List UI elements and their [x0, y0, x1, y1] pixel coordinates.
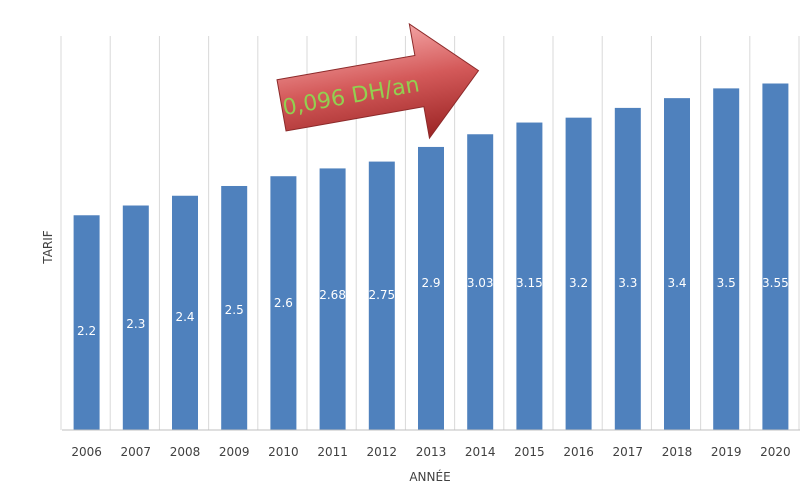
- bar-label-2017: 3.3: [618, 276, 637, 290]
- bar-2015: [516, 122, 543, 431]
- bar-label-2015: 3.15: [516, 276, 543, 290]
- bar-label-2018: 3.4: [667, 276, 686, 290]
- x-tick-2010: 2010: [268, 445, 299, 459]
- bars: [73, 83, 789, 431]
- x-tick-2018: 2018: [662, 445, 693, 459]
- bar-value-labels: 2.2 2.3 2.4 2.5 2.6 2.68 2.75 2.9 3.03 3.15 3.2 3.3…: [77, 276, 789, 338]
- bar-label-2014: 3.03: [467, 276, 494, 290]
- x-tick-2011: 2011: [317, 445, 348, 459]
- x-tick-2007: 2007: [121, 445, 152, 459]
- bar-label-2013: 2.9: [421, 276, 440, 290]
- bar-2009: [221, 185, 248, 430]
- x-tick-2012: 2012: [367, 445, 398, 459]
- x-tick-2008: 2008: [170, 445, 201, 459]
- bar-label-2011: 2.68: [319, 288, 346, 302]
- bar-label-2009: 2.5: [225, 303, 244, 317]
- x-tick-2019: 2019: [711, 445, 742, 459]
- x-axis-title: ANNÉE: [409, 469, 450, 484]
- bar-label-2020: 3.55: [762, 276, 789, 290]
- bar-2013: [418, 146, 444, 430]
- bar-2010: [270, 176, 297, 430]
- bar-2018: [664, 98, 690, 431]
- bar-2014: [467, 134, 494, 430]
- x-tick-2016: 2016: [563, 445, 594, 459]
- y-axis-title: TARIF: [41, 230, 55, 264]
- bar-2008: [172, 195, 198, 430]
- bar-label-2016: 3.2: [569, 276, 588, 290]
- bar-label-2010: 2.6: [274, 296, 293, 310]
- x-tick-labels: 2006 2007 2008 2009 2010 2011 2012 2013 2014 2015…: [71, 445, 790, 459]
- bar-2019: [713, 88, 740, 430]
- bar-2016: [565, 117, 592, 430]
- bar-2006: [73, 215, 100, 430]
- trend-arrow-annotation: 0,096 DH/an: [276, 22, 480, 140]
- bar-2012: [368, 161, 395, 430]
- bar-2017: [614, 107, 641, 431]
- x-tick-2014: 2014: [465, 445, 496, 459]
- bar-2011: [319, 168, 346, 430]
- x-tick-2015: 2015: [514, 445, 545, 459]
- x-tick-2017: 2017: [613, 445, 644, 459]
- x-tick-2013: 2013: [416, 445, 447, 459]
- bar-2020: [762, 83, 789, 430]
- bar-label-2012: 2.75: [368, 288, 395, 302]
- x-tick-2009: 2009: [219, 445, 250, 459]
- bar-label-2008: 2.4: [175, 310, 194, 324]
- bar-label-2006: 2.2: [77, 324, 96, 338]
- trend-arrow-shape: [276, 22, 480, 140]
- bar-2007: [122, 205, 149, 430]
- x-tick-2006: 2006: [71, 445, 102, 459]
- bar-label-2019: 3.5: [717, 276, 736, 290]
- bar-label-2007: 2.3: [126, 317, 145, 331]
- x-tick-2020: 2020: [760, 445, 791, 459]
